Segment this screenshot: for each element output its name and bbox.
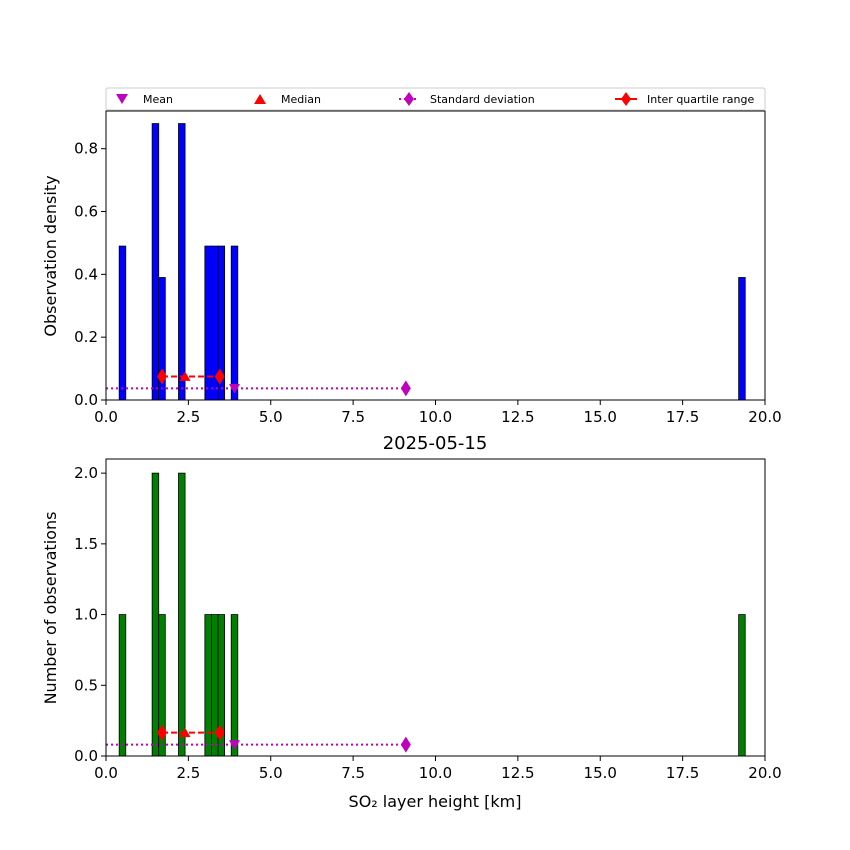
y-tick-label: 0.4 — [74, 265, 98, 283]
iqr-marker-low — [157, 368, 168, 385]
mean-marker — [229, 740, 241, 750]
x-tick-label: 0.0 — [94, 764, 118, 782]
y-axis-label: Observation density — [41, 175, 60, 336]
chart-title: 2025-05-15 — [383, 433, 488, 454]
histogram-bar — [178, 472, 186, 757]
x-tick-label: 7.5 — [341, 408, 365, 426]
y-tick-label: 0.2 — [74, 328, 98, 346]
y-tick-label: 0.0 — [74, 747, 98, 765]
x-tick-label: 12.5 — [501, 764, 534, 782]
legend-entry-median: Median — [254, 93, 321, 106]
median-marker-icon — [254, 94, 266, 104]
histogram-bar — [151, 472, 160, 757]
x-tick-label: 20.0 — [748, 408, 781, 426]
median-marker — [179, 727, 191, 738]
y-tick-label: 2.0 — [74, 464, 98, 482]
histogram-bar — [178, 123, 186, 401]
legend-label-std: Standard deviation — [430, 93, 535, 106]
legend-label-iqr: Inter quartile range — [647, 93, 754, 106]
legend-label-median: Median — [281, 93, 321, 106]
x-tick-label: 5.0 — [259, 764, 283, 782]
x-tick-label: 2.5 — [176, 764, 200, 782]
histogram-bar — [118, 245, 127, 401]
x-tick-label: 10.0 — [419, 764, 452, 782]
y-tick-label: 0.8 — [74, 140, 98, 158]
std-marker — [400, 380, 411, 397]
x-tick-label: 0.0 — [94, 408, 118, 426]
density-histogram-panel: Observation density 0.0 2.5 5.0 7.5 10.0 12.5… — [41, 110, 782, 426]
x-tick-label: 15.0 — [584, 408, 617, 426]
x-tick-label: 7.5 — [341, 764, 365, 782]
diamond-marker-icon — [404, 92, 414, 106]
legend-entry-std: Standard deviation — [399, 92, 535, 106]
histogram-bar — [204, 614, 212, 757]
legend-entry-mean: Mean — [116, 93, 173, 106]
median-marker — [179, 371, 191, 381]
count-histogram-panel: 2025-05-15 Number of observations SO₂ la… — [41, 433, 782, 811]
mean-marker-icon — [116, 94, 128, 104]
x-tick-label: 17.5 — [666, 764, 699, 782]
histogram-bar — [738, 277, 746, 401]
x-tick-label: 12.5 — [501, 408, 534, 426]
histogram-bar — [230, 614, 239, 757]
x-tick-label: 2.5 — [176, 408, 200, 426]
x-tick-label: 15.0 — [584, 764, 617, 782]
histogram-bar — [118, 614, 127, 757]
legend-frame — [105, 87, 766, 111]
y-tick-label: 1.0 — [74, 606, 98, 624]
iqr-marker-low — [157, 724, 168, 741]
x-tick-label: 5.0 — [259, 408, 283, 426]
iqr-marker-high — [214, 724, 225, 741]
x-tick-label: 20.0 — [748, 764, 781, 782]
mean-marker — [229, 383, 241, 394]
legend-label-mean: Mean — [143, 93, 173, 106]
y-tick-label: 0.6 — [74, 203, 98, 221]
histogram-bar — [738, 614, 746, 757]
y-tick-label: 0.5 — [74, 676, 98, 694]
std-marker — [400, 736, 411, 753]
x-axis-label: SO₂ layer height [km] — [349, 792, 522, 811]
x-tick-label: 17.5 — [666, 408, 699, 426]
y-tick-label: 0.0 — [74, 391, 98, 409]
y-axis-label: Number of observations — [41, 512, 60, 705]
legend-entry-iqr: Inter quartile range — [615, 92, 754, 106]
x-tick-label: 10.0 — [419, 408, 452, 426]
legend: Mean Median Standard deviation Inter qua… — [105, 87, 766, 111]
iqr-marker-high — [214, 368, 225, 385]
y-tick-label: 1.5 — [74, 535, 98, 553]
histogram-bar — [230, 245, 239, 401]
diamond-marker-icon — [621, 92, 631, 106]
histogram-bar — [151, 123, 160, 401]
